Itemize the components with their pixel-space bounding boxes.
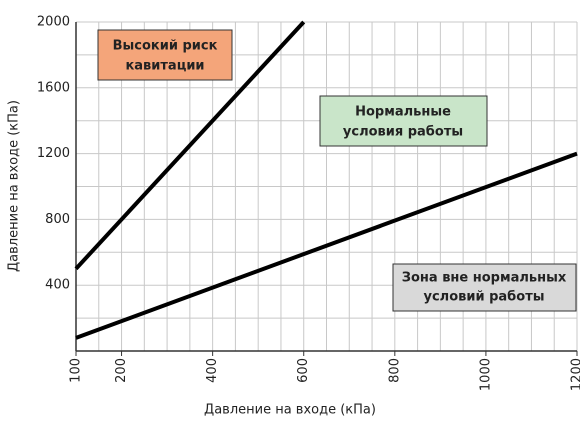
x-axis-label: Давление на входе (кПа) (204, 403, 376, 418)
annotation: Нормальные (355, 105, 451, 120)
y-tick-label: 1600 (37, 80, 70, 95)
x-tick-label: 1000 (478, 358, 493, 391)
annotation: условий работы (424, 290, 545, 305)
annotation: кавитации (125, 59, 204, 74)
y-tick-label: 2000 (37, 15, 70, 30)
annotation: Высокий риск (113, 39, 218, 54)
x-tick-label: 600 (296, 358, 311, 383)
x-tick-label: 100 (69, 358, 84, 383)
x-tick-label: 1200 (570, 358, 580, 391)
x-tick-label: 400 (205, 358, 220, 383)
annotation: условия работы (343, 125, 463, 140)
y-tick-label: 1200 (37, 146, 70, 161)
y-axis-label: Давление на входе (кПа) (7, 100, 22, 272)
x-tick-label: 200 (114, 358, 129, 383)
x-tick-label: 800 (387, 358, 402, 383)
y-tick-label: 800 (45, 212, 70, 227)
annotation: Зона вне нормальных (402, 271, 567, 286)
y-tick-label: 400 (45, 278, 70, 293)
